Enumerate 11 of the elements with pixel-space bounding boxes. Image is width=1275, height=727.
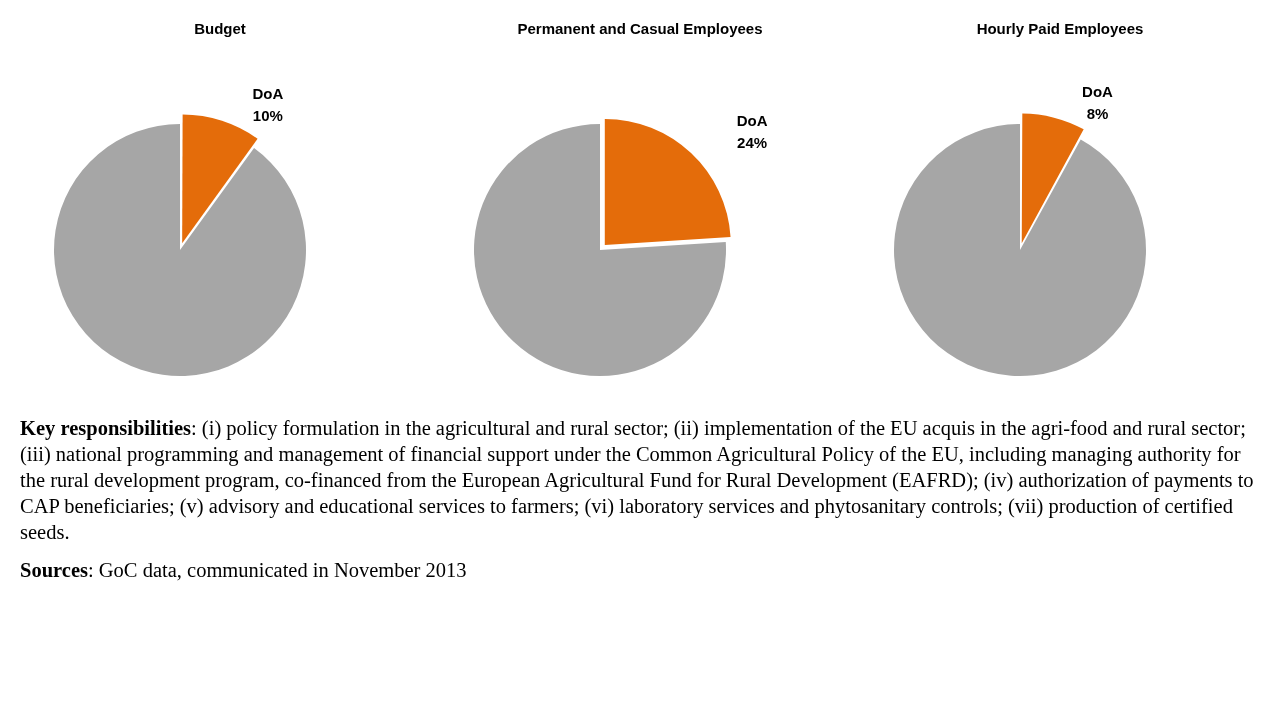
data-label: 10%	[252, 107, 283, 125]
slice-label: DoA	[736, 111, 768, 129]
data-label: 24%	[737, 133, 768, 151]
chart-title: Permanent and Casual Employees	[516, 19, 764, 39]
data-label: 8%	[1086, 105, 1109, 123]
chart-title: Hourly Paid Employees	[975, 19, 1145, 39]
chart-title: Budget	[193, 19, 247, 39]
text: Key responsibilities: (i) policy formulation in the agricultural and rural sector; (ii) implementation of the EU acquis in the agri-food and rural sector; (iii) national programming and management of financial support under the Common Agricultural Policy of the EU, including managing authority for the rural development program, co-financed from the European Agricultural Fund for Rural Development (EAFRD); (iv) authorization of payments to CAP beneficiaries; (v) advisory and educational services to farmers; (vi) laboratory services and phytosanitary controls; (vii) production of certified seeds.	[20, 417, 1254, 543]
slice-label: DoA	[252, 85, 284, 103]
source-note: Sources: GoC data, communicated in November 2013	[20, 559, 467, 581]
slice-label: DoA	[1082, 83, 1114, 101]
